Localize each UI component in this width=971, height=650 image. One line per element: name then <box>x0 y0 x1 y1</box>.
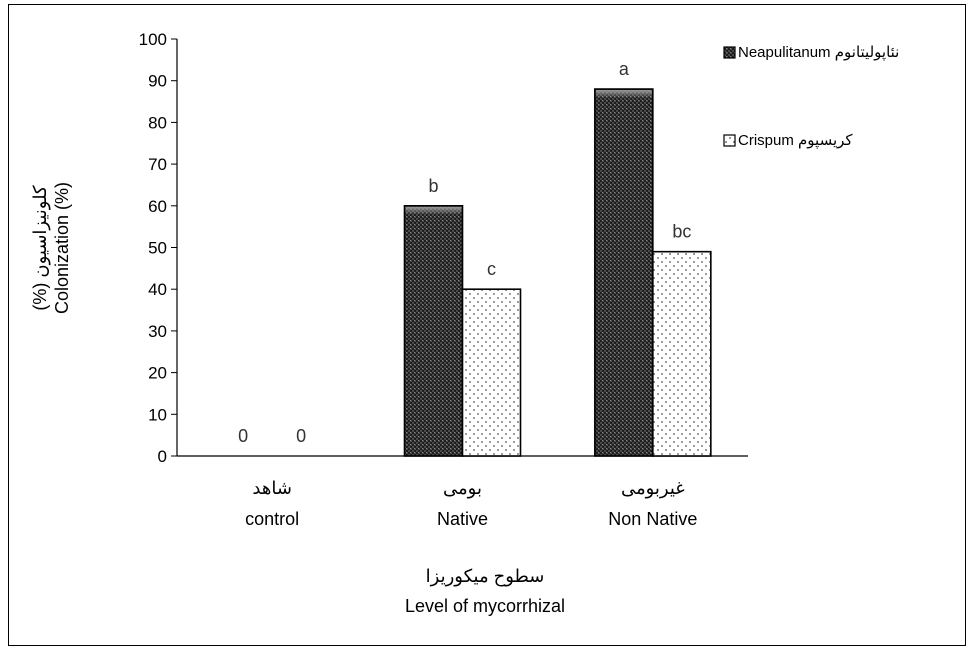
bar-neapulitanum-1 <box>403 205 464 457</box>
category-label-fa: شاهد <box>252 478 292 498</box>
bar-neapulitanum-2 <box>594 88 654 457</box>
significance-letter: a <box>619 59 630 79</box>
y-tick-label: 10 <box>148 405 167 424</box>
x-axis-label-fa: سطوح میکوریزا <box>426 566 545 587</box>
y-tick-label: 40 <box>148 280 167 299</box>
category-label-en: Native <box>437 509 488 529</box>
significance-letter: bc <box>672 222 691 242</box>
y-tick-label: 30 <box>148 322 167 341</box>
y-axis-label-fa: کلونیزاسیون (%) <box>30 185 51 311</box>
bar-highlight <box>595 90 652 99</box>
bars <box>403 88 712 457</box>
bar-crispum-1 <box>461 288 522 457</box>
category-label-fa: بومی <box>443 478 482 499</box>
y-tick-label: 90 <box>148 72 167 91</box>
category-label-fa: غیربومی <box>621 478 685 499</box>
y-tick-label: 60 <box>148 197 167 216</box>
significance-letter: b <box>428 176 438 196</box>
category-label-en: Non Native <box>608 509 697 529</box>
significance-letter: 0 <box>296 426 306 446</box>
y-axis-label-en: Colonization (%) <box>52 182 72 314</box>
y-tick-label: 50 <box>148 239 167 258</box>
y-tick-label: 100 <box>139 30 167 49</box>
category-label-en: control <box>245 509 299 529</box>
bar-crispum-2 <box>652 250 712 457</box>
y-tick-label: 0 <box>158 447 167 466</box>
significance-letter: 0 <box>238 426 248 446</box>
legend-swatch-crispum <box>723 134 736 147</box>
x-axis-label-en: Level of mycorrhizal <box>405 596 565 616</box>
legend-swatch-neapulitanum <box>723 46 736 59</box>
legend-entry: Neapulitanum نئاپولیتانوم <box>738 44 899 62</box>
y-tick-label: 80 <box>148 113 167 132</box>
y-tick-label: 70 <box>148 155 167 174</box>
chart-frame <box>8 4 966 646</box>
y-ticks: 0 10 20 30 40 50 60 70 80 90 100 <box>139 30 177 466</box>
legend-entry: Crispum کریسپوم <box>738 132 853 150</box>
significance-letter: c <box>487 259 496 279</box>
legend: Neapulitanum نئاپولیتانوم Crispum کریسپوم <box>723 44 899 150</box>
y-axis-label: کلونیزاسیون (%) Colonization (%) <box>30 182 72 314</box>
bar-highlight <box>405 206 462 215</box>
category-labels: شاهد control بومی Native غیربومی Non Native <box>245 478 697 529</box>
y-tick-label: 20 <box>148 364 167 383</box>
